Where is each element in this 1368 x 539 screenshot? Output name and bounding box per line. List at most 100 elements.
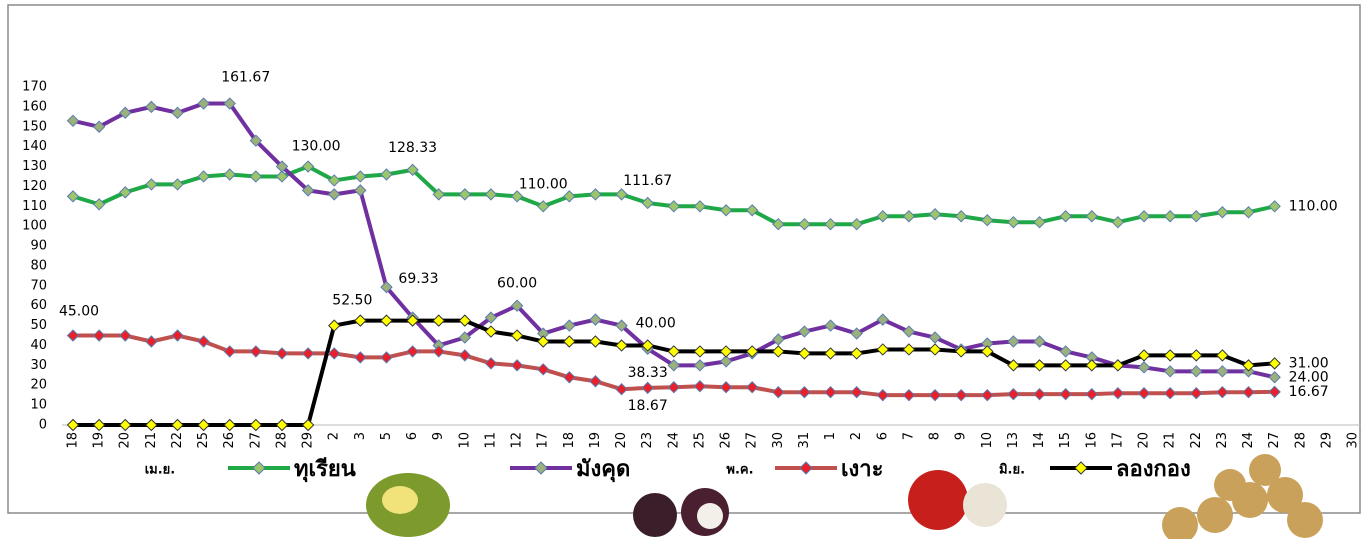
x-tick-label: 31: [797, 432, 812, 449]
point-marker: [197, 335, 210, 348]
point-marker: [1111, 359, 1125, 372]
point-marker: [328, 174, 341, 187]
point-marker: [536, 363, 550, 376]
point-marker: [66, 190, 80, 203]
point-marker: [249, 418, 263, 432]
legend-label: ทุเรียน: [294, 457, 356, 483]
x-tick-label: 26: [719, 432, 734, 449]
value-label: 24.00: [1289, 369, 1329, 385]
point-marker: [119, 186, 132, 199]
point-marker: [745, 345, 759, 358]
mangosteen-flesh: [697, 503, 723, 529]
point-marker: [798, 217, 811, 231]
point-marker: [223, 345, 236, 358]
point-marker: [615, 319, 628, 332]
point-marker: [667, 345, 681, 358]
x-tick-label: 22: [170, 432, 185, 449]
x-tick-label: 16: [1084, 432, 1099, 449]
point-marker: [1033, 335, 1046, 348]
point-marker: [928, 208, 942, 221]
x-tick-label: 25: [196, 432, 211, 449]
x-tick-label: 18: [66, 432, 81, 449]
value-label: 18.67: [628, 398, 668, 414]
x-tick-label: 17: [536, 432, 551, 449]
x-tick-label: 23: [1215, 432, 1230, 449]
month-label: เม.ย.: [145, 463, 176, 478]
point-marker: [1137, 349, 1151, 362]
point-marker: [1137, 210, 1151, 223]
point-marker: [1268, 200, 1281, 213]
value-label: 40.00: [636, 315, 676, 331]
x-tick-label: 27: [248, 432, 263, 449]
point-marker: [719, 204, 733, 217]
point-marker: [354, 170, 367, 183]
legend-label: เงาะ: [841, 457, 883, 482]
point-marker: [1190, 365, 1203, 378]
point-marker: [798, 385, 811, 399]
point-marker: [1268, 357, 1281, 370]
point-marker: [145, 178, 158, 191]
point-marker: [928, 388, 942, 402]
point-marker: [693, 200, 707, 213]
point-marker: [301, 184, 315, 197]
point-marker: [458, 188, 472, 201]
point-marker: [354, 184, 367, 197]
x-tick-label: 22: [1189, 432, 1204, 449]
y-tick-label: 130: [22, 159, 47, 174]
point-marker: [772, 217, 785, 231]
point-marker: [406, 314, 419, 327]
value-label: 128.33: [388, 140, 437, 156]
point-marker: [850, 385, 863, 399]
point-marker: [693, 359, 707, 372]
y-tick-label: 140: [22, 139, 47, 154]
point-marker: [745, 381, 759, 394]
mangosteen-icon: [633, 493, 677, 537]
value-label: 161.67: [221, 70, 270, 86]
point-marker: [66, 329, 80, 342]
x-tick-label: 1: [823, 432, 838, 440]
point-marker: [1007, 387, 1020, 401]
x-tick-label: 10: [457, 432, 472, 449]
x-tick-label: 10: [980, 432, 995, 449]
point-marker: [693, 380, 707, 393]
point-marker: [92, 329, 106, 342]
point-marker: [92, 418, 106, 432]
point-marker: [510, 359, 524, 372]
point-marker: [328, 188, 341, 201]
point-marker: [641, 339, 654, 352]
point-marker: [275, 347, 289, 360]
point-marker: [928, 331, 942, 344]
x-tick-label: 9: [954, 432, 969, 440]
point-marker: [354, 351, 367, 364]
durian-flesh: [382, 486, 418, 514]
point-marker: [563, 335, 576, 348]
x-tick-label: 9: [431, 432, 446, 440]
point-marker: [902, 388, 916, 402]
month-label: พ.ค.: [726, 463, 753, 478]
point-marker: [328, 347, 341, 360]
point-marker: [850, 347, 863, 360]
point-marker: [1033, 387, 1046, 401]
rambutan-flesh: [963, 483, 1007, 527]
point-marker: [66, 114, 80, 128]
point-marker: [484, 188, 498, 201]
point-marker: [249, 134, 263, 147]
point-marker: [1033, 215, 1046, 229]
point-marker: [458, 331, 472, 344]
value-label: 52.50: [332, 293, 372, 309]
point-marker: [301, 418, 315, 432]
point-marker: [1163, 349, 1177, 362]
point-marker: [1007, 359, 1020, 372]
point-marker: [92, 120, 106, 133]
x-tick-label: 6: [405, 432, 420, 440]
point-marker: [902, 343, 916, 356]
month-label: มิ.ย.: [999, 463, 1025, 478]
point-marker: [432, 188, 445, 201]
point-marker: [1059, 387, 1072, 401]
x-tick-label: 30: [1346, 432, 1361, 449]
legend-marker: [1074, 461, 1088, 475]
point-marker: [1216, 206, 1229, 219]
point-marker: [1111, 215, 1125, 229]
y-tick-label: 70: [30, 278, 47, 293]
x-tick-label: 27: [1267, 432, 1282, 449]
